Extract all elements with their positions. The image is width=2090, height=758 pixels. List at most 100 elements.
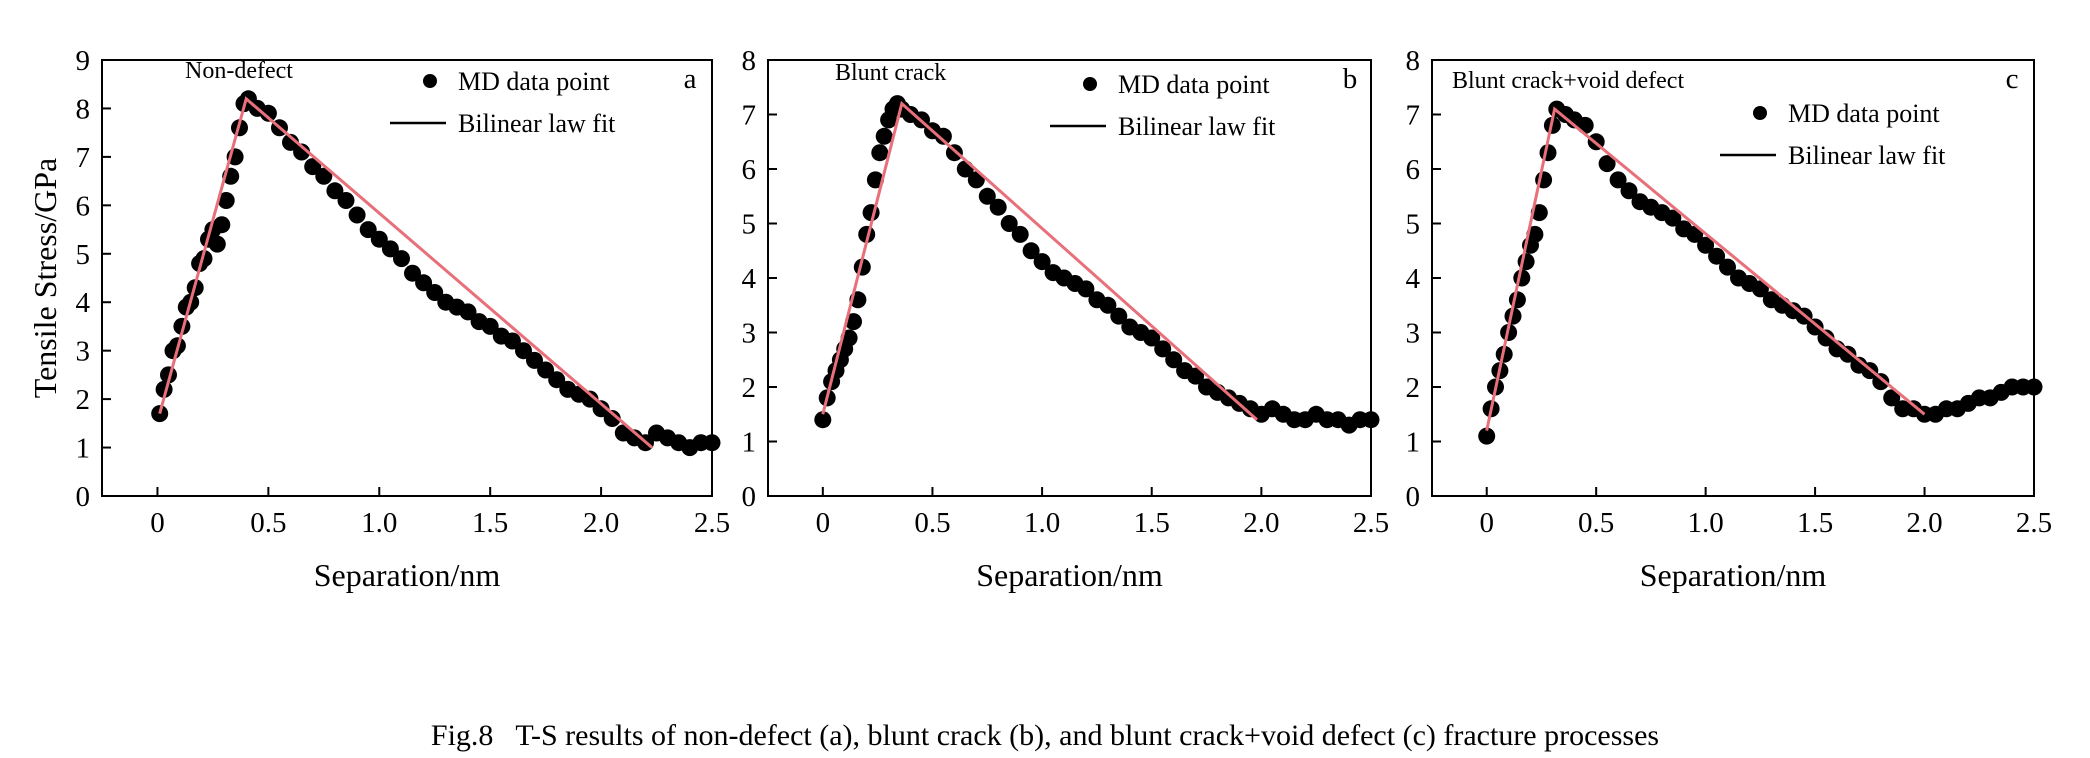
md-data-point [359,221,377,239]
y-tick-label: 4 [1406,263,1421,295]
md-data-point [1686,225,1704,243]
md-data-point [381,240,399,258]
y-tick-label: 3 [1406,318,1421,350]
md-data-point [1362,411,1380,429]
md-data-point [871,144,889,162]
md-data-point [293,143,311,161]
md-data-point [1609,171,1627,189]
panel-annotation: Blunt crack+void defect [1452,68,1684,94]
md-data-point [1708,247,1726,265]
y-axis-label: Tensile Stress/GPa [27,158,63,398]
md-data-point [370,230,388,248]
y-tick-label: 2 [742,372,757,404]
md-data-point [1077,280,1095,298]
y-tick-label: 9 [76,45,91,77]
chart-panel-b: 0 0.5 1.0 1.5 2.0 2.5 0 1 2 3 4 5 6 7 8 Separation/nm Bl… [742,45,1390,593]
x-tick-label: 1.0 [1688,507,1724,539]
y-tick-label: 1 [76,433,91,465]
md-data-point [1872,373,1890,391]
md-data-point [1154,340,1172,358]
md-data-point [1513,269,1531,287]
md-data-point [1883,389,1901,407]
md-data-point [934,127,952,145]
md-data-point [1839,345,1857,363]
y-tick-label: 7 [742,100,757,132]
y-tick-label: 3 [742,318,757,350]
md-data-point [1110,307,1128,325]
y-tick-label: 6 [76,190,91,222]
md-data-point [415,274,433,292]
legend-label-md-data: MD data point [1788,99,1940,128]
y-tick-label: 6 [742,154,757,186]
x-tick-label: 0.5 [914,507,950,539]
md-data-point [481,317,499,335]
md-data-point [404,264,421,282]
panel-annotation: Blunt crack [835,60,946,86]
bilinear-fit-line [158,96,654,449]
x-tick-label: 1.5 [1134,507,1170,539]
x-tick-label: 1.0 [361,507,397,539]
legend-marker-md-data [423,74,437,88]
panel-annotation: Non-defect [185,58,293,84]
md-data-point [1011,225,1029,243]
md-data-point [989,198,1007,216]
y-tick-label: 2 [1406,372,1421,404]
y-tick-label: 5 [1406,209,1421,241]
legend: MD data point Bilinear law fit [1720,99,1946,170]
caption-figure-number: Fig.8 [430,719,494,752]
x-tick-label: 0 [816,507,831,539]
legend-label-fit: Bilinear law fit [458,109,616,138]
md-data-points [151,90,721,457]
md-data-point [326,182,344,200]
md-data-point [503,332,521,350]
y-tick-label: 1 [1406,427,1421,459]
legend: MD data point Bilinear law fit [390,67,616,138]
x-tick-label: 1.0 [1024,507,1060,539]
caption-text: T-S results of non-defect (a), blunt cra… [515,719,1660,752]
figure-caption: Fig.8 T-S results of non-defect (a), blun… [0,718,2090,754]
x-axis-label: Separation/nm [1640,557,1827,593]
panel-label: b [1343,63,1358,95]
md-data-point [581,390,599,408]
md-data-point [208,235,226,253]
md-data-point [1000,215,1018,232]
md-data-point [1817,329,1835,347]
md-data-point [1508,291,1526,309]
x-tick-label: 2.0 [583,507,619,539]
md-data-point [213,216,231,234]
md-data-point [393,250,410,268]
md-data-point [1022,242,1040,260]
y-tick-label: 1 [742,427,757,459]
y-tick-label: 8 [742,45,757,77]
y-tick-label: 4 [742,263,757,295]
x-axis-label: Separation/nm [976,557,1163,593]
md-data-point [426,284,444,301]
y-tick-label: 2 [76,384,91,416]
md-data-point [304,158,322,176]
md-data-point [703,434,721,452]
md-data-point [1719,258,1736,276]
md-data-point [259,104,277,122]
md-data-point [348,206,366,224]
legend-label-md-data: MD data point [458,67,610,96]
y-tick-label: 5 [76,239,91,271]
md-data-point [1664,209,1682,227]
y-tick-label: 8 [1406,45,1421,77]
x-tick-label: 2.5 [1353,507,1389,539]
chart-panel-a: 0 0.5 1.0 1.5 2.0 2.5 0 1 2 3 4 5 6 7 8 9 Separation/nm T… [27,45,730,593]
y-tick-label: 0 [76,481,91,513]
y-tick-label: 8 [76,93,91,125]
chart-panel-c: 0 0.5 1.0 1.5 2.0 2.5 0 1 2 3 4 5 6 7 8 Separation/nm Bl… [1406,45,2053,593]
md-data-points [1478,100,2043,445]
legend-label-fit: Bilinear law fit [1788,141,1946,170]
x-tick-label: 2.5 [694,507,730,539]
md-data-point [526,351,543,369]
y-tick-label: 6 [1406,154,1421,186]
x-tick-label: 0 [1479,507,1494,539]
md-data-point [1526,225,1544,243]
md-data-point [814,411,832,429]
legend-marker-md-data [1083,77,1097,91]
y-tick-label: 5 [742,209,757,241]
x-tick-label: 1.5 [1797,507,1833,539]
